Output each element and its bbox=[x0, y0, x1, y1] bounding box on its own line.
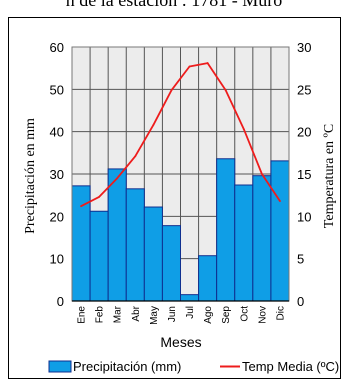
bar-nov bbox=[252, 175, 272, 302]
temp-point-mar bbox=[116, 177, 119, 180]
temperature-line bbox=[80, 62, 281, 208]
y-tick-label: 10 bbox=[50, 252, 64, 267]
x-tick-label-dic: Dic bbox=[276, 306, 287, 320]
legend-label-precipitation: Precipitación (mm) bbox=[73, 359, 181, 374]
bar-jul bbox=[180, 294, 200, 302]
temp-point-nov bbox=[260, 173, 263, 175]
y2-axis-label: Temperatura en ºC bbox=[322, 124, 337, 228]
y-tick-label: 60 bbox=[50, 40, 64, 55]
y-tick-label: 30 bbox=[50, 167, 64, 182]
x-tick-label-mar: Mar bbox=[113, 305, 124, 323]
temp-point-may bbox=[152, 123, 155, 126]
x-tick-label-may: May bbox=[149, 306, 160, 325]
x-tick-label-ago: Ago bbox=[203, 306, 214, 324]
y-tick-label: 40 bbox=[50, 125, 64, 140]
temp-point-feb bbox=[98, 195, 101, 198]
x-tick-label-abr: Abr bbox=[131, 305, 142, 321]
bar-feb bbox=[89, 210, 109, 302]
x-axis-label: Meses bbox=[160, 334, 201, 350]
x-tick-label-feb: Feb bbox=[95, 306, 106, 324]
legend-swatch-precipitation bbox=[48, 360, 72, 373]
bar-ago bbox=[198, 255, 218, 302]
bar-dic bbox=[270, 160, 290, 302]
bar-mar bbox=[107, 168, 127, 302]
y2-tick-label: 0 bbox=[297, 294, 304, 309]
y-axis-label: Precipitación en mm bbox=[23, 118, 38, 234]
x-tick-label-jul: Jul bbox=[185, 306, 196, 319]
bar-oct bbox=[234, 184, 254, 302]
bar-may bbox=[143, 206, 163, 302]
bar-sep bbox=[216, 158, 236, 302]
y2-tick-label: 20 bbox=[297, 125, 311, 140]
y-tick-label: 0 bbox=[57, 294, 64, 309]
x-tick-label-ene: Ene bbox=[77, 306, 88, 324]
bar-abr bbox=[125, 188, 145, 302]
temp-point-dic bbox=[279, 200, 281, 202]
x-tick-label-sep: Sep bbox=[221, 306, 232, 324]
y2-tick-label: 30 bbox=[297, 40, 311, 55]
temp-point-oct bbox=[242, 128, 245, 131]
x-tick-label-nov: Nov bbox=[257, 306, 268, 324]
x-tick-label-oct: Oct bbox=[239, 306, 250, 322]
temp-point-jul bbox=[188, 65, 191, 68]
temp-point-ago bbox=[206, 62, 209, 64]
temp-point-ene bbox=[80, 205, 82, 208]
x-tick-label-jun: Jun bbox=[167, 306, 178, 322]
y-tick-label: 50 bbox=[50, 82, 64, 97]
y-tick-label: 20 bbox=[50, 209, 64, 224]
y2-tick-label: 25 bbox=[297, 82, 311, 97]
chart-title-cut: n de la estación : 1781 - Muro bbox=[65, 0, 283, 10]
bar-jun bbox=[161, 225, 182, 302]
y2-tick-label: 15 bbox=[297, 167, 311, 182]
temp-point-jun bbox=[170, 89, 173, 92]
temp-point-sep bbox=[224, 89, 227, 92]
y2-tick-label: 10 bbox=[297, 209, 311, 224]
legend: Precipitación (mm) Temp Media (ºC) bbox=[48, 359, 339, 374]
temp-point-abr bbox=[134, 155, 137, 158]
y2-tick-label: 5 bbox=[297, 252, 304, 267]
legend-label-temperature: Temp Media (ºC) bbox=[242, 359, 339, 374]
